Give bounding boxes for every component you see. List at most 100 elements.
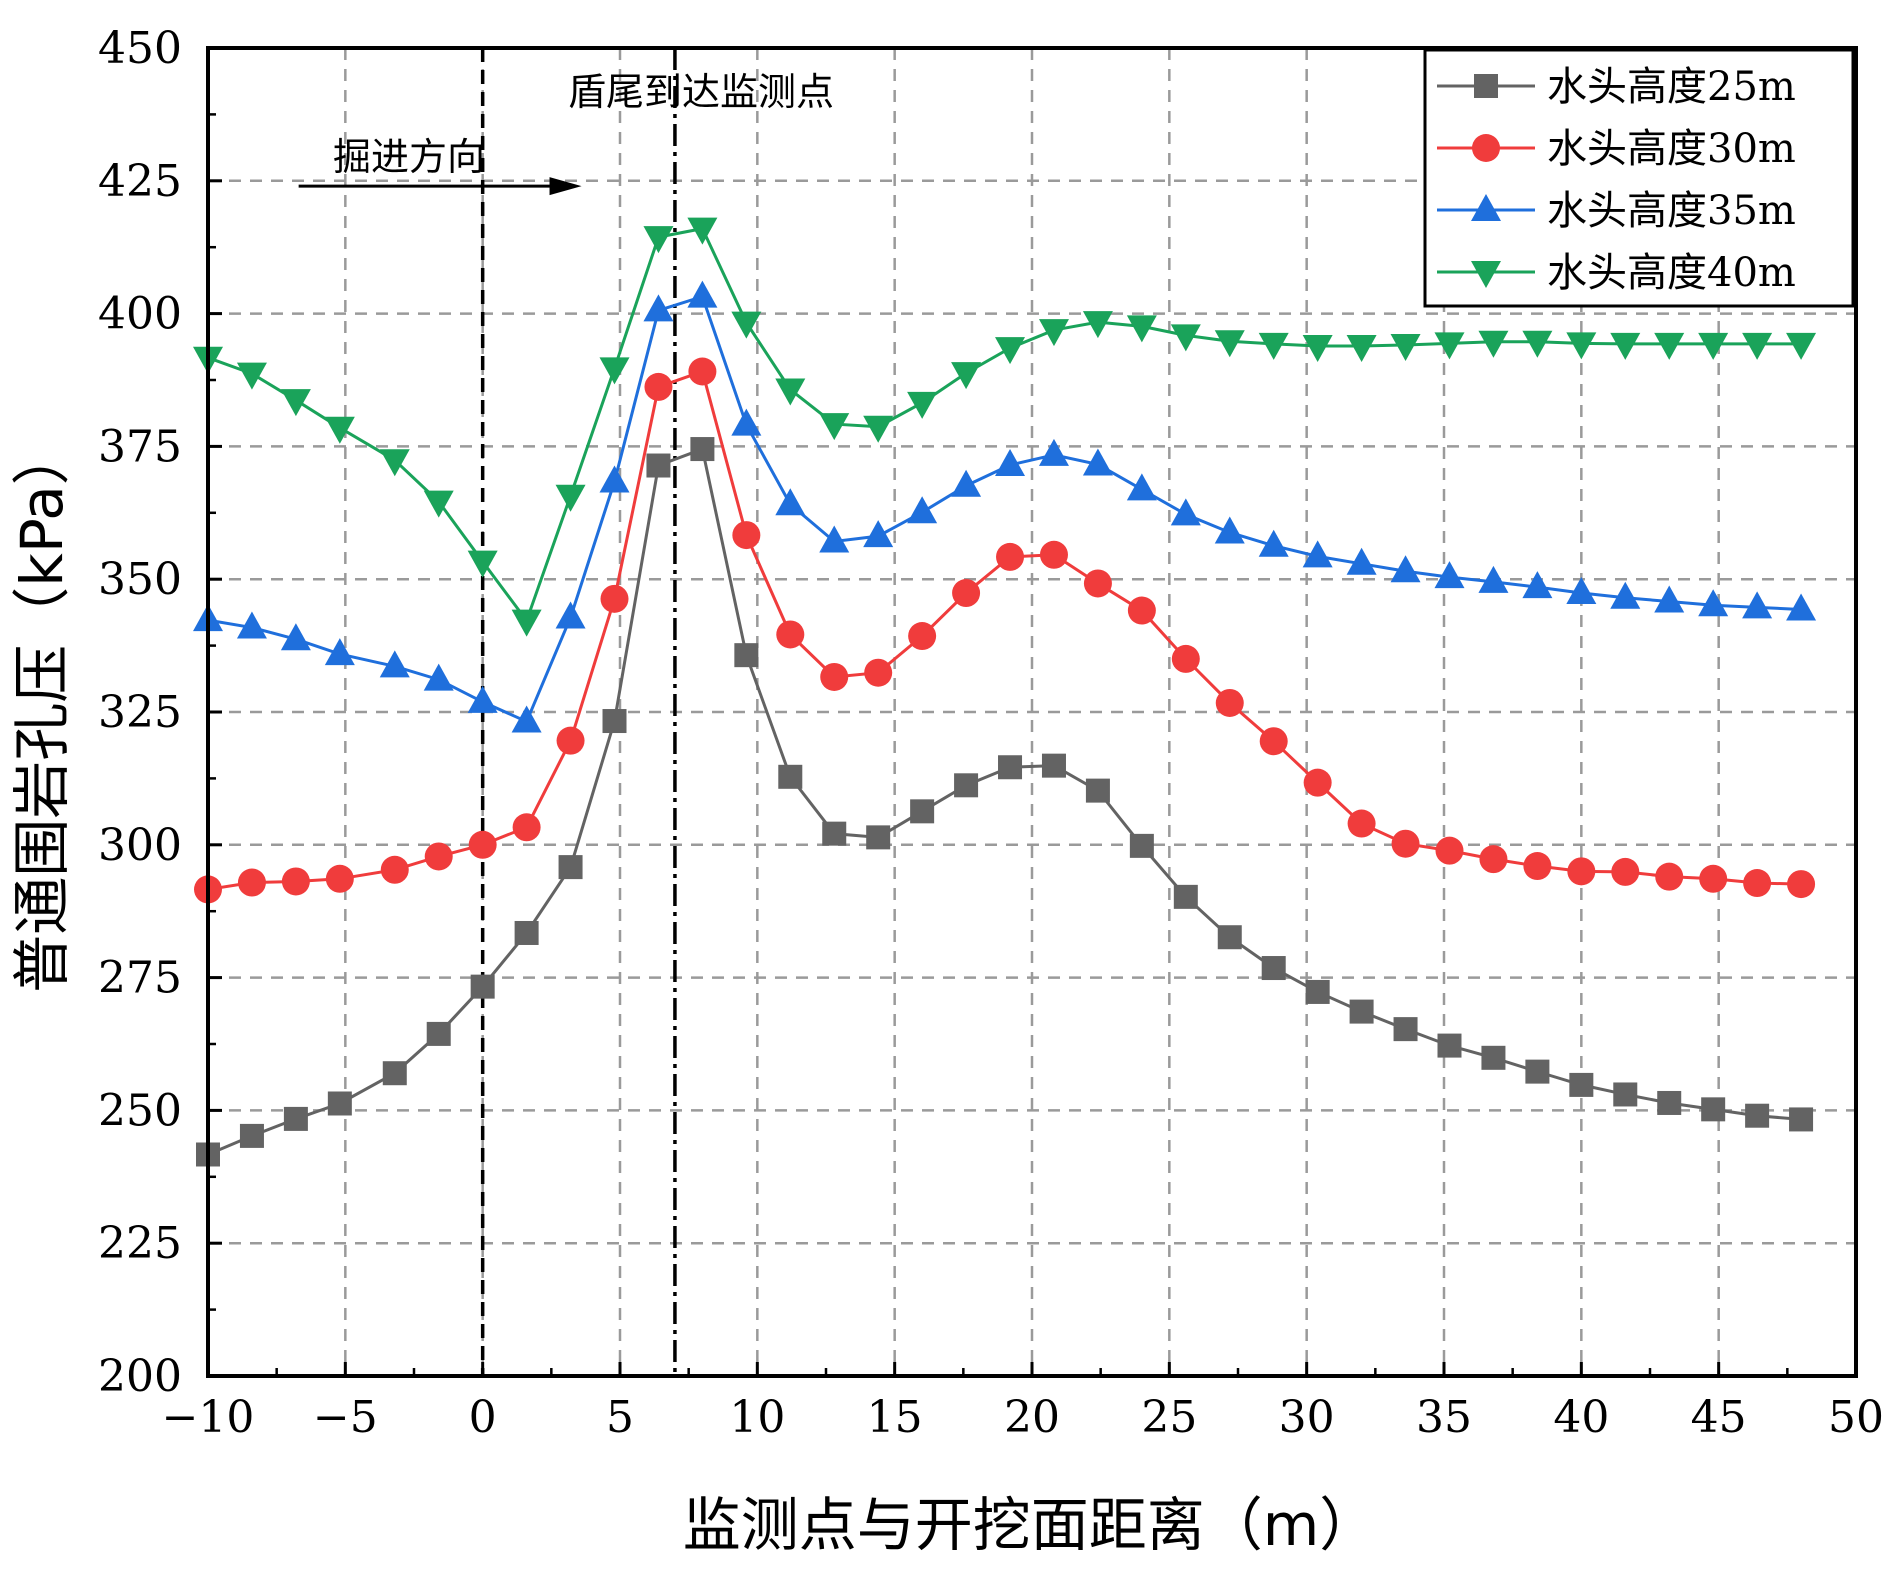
x-tick-label: 45 [1691, 1392, 1747, 1443]
data-point [1787, 870, 1816, 899]
data-point [731, 408, 762, 436]
data-point [1481, 1045, 1506, 1070]
data-point [514, 920, 539, 945]
data-point [382, 1061, 407, 1086]
data-point [426, 1021, 451, 1046]
y-tick-label: 350 [98, 554, 182, 605]
data-point [1038, 319, 1069, 347]
data-point [1083, 569, 1112, 598]
data-point [1610, 581, 1641, 609]
data-point [1522, 330, 1553, 358]
y-tick-label: 250 [98, 1085, 182, 1136]
data-point [1566, 332, 1597, 360]
series-4 [193, 217, 1817, 637]
legend-label: 水头高度35m [1547, 188, 1796, 234]
data-point [1170, 324, 1201, 352]
data-point [1654, 332, 1685, 360]
data-point [1082, 448, 1113, 476]
shield-tail-annotation: 盾尾到达监测点 [568, 70, 834, 114]
data-point [468, 830, 497, 859]
data-point [998, 755, 1023, 780]
series-3 [193, 280, 1817, 733]
data-point [325, 864, 354, 893]
data-point [324, 416, 355, 444]
data-point [281, 867, 310, 896]
data-point [283, 1106, 308, 1131]
data-point [1390, 555, 1421, 583]
y-tick-label: 325 [98, 687, 182, 738]
x-tick-label: 50 [1828, 1392, 1884, 1443]
data-point [1789, 1107, 1814, 1132]
data-point [1437, 1033, 1462, 1058]
x-tick-label: 15 [867, 1392, 923, 1443]
data-point [379, 449, 410, 477]
y-tick-label: 400 [98, 289, 182, 340]
data-point [908, 622, 937, 651]
data-point [995, 337, 1026, 365]
data-point [511, 609, 542, 637]
y-tick-label: 275 [98, 953, 182, 1004]
data-point [1302, 540, 1333, 568]
data-point [1655, 862, 1684, 891]
series-1 [196, 437, 1814, 1167]
data-point [239, 1123, 264, 1148]
data-point [907, 391, 938, 419]
x-tick-label: 20 [1004, 1392, 1060, 1443]
data-point [731, 311, 762, 339]
data-point [995, 448, 1026, 476]
data-point [1171, 644, 1200, 673]
data-point [512, 813, 541, 842]
y-axis-title: 普通围岩孔压（kPa） [8, 427, 76, 993]
data-point [775, 488, 806, 516]
data-point [690, 437, 715, 462]
data-point [1525, 1059, 1550, 1084]
data-point [1479, 845, 1508, 874]
legend-item-3: 水头高度35m [1437, 188, 1796, 234]
x-tick-label: 10 [729, 1392, 785, 1443]
y-tick-label: 300 [98, 820, 182, 871]
data-point [600, 584, 629, 613]
x-tick-label: 30 [1279, 1392, 1335, 1443]
data-point [1303, 768, 1332, 797]
data-point [1085, 778, 1110, 803]
data-point [1435, 836, 1464, 865]
x-tick-label: −5 [313, 1392, 378, 1443]
x-tick-label: 25 [1141, 1392, 1197, 1443]
data-point [687, 280, 718, 308]
data-point [1129, 833, 1154, 858]
legend-item-1: 水头高度25m [1437, 64, 1796, 110]
data-point [1214, 516, 1245, 544]
y-tick-label: 225 [98, 1218, 182, 1269]
data-point [644, 372, 673, 401]
data-point [1038, 438, 1069, 466]
data-point [1478, 330, 1509, 358]
data-point [380, 855, 409, 884]
series-2 [194, 357, 1816, 904]
data-point [1654, 585, 1685, 613]
data-point [599, 357, 630, 385]
data-point [423, 490, 454, 518]
data-point [1742, 591, 1773, 619]
x-tick-label: −10 [162, 1392, 255, 1443]
data-point [1611, 857, 1640, 886]
x-tick-label: 35 [1416, 1392, 1472, 1443]
x-tick-label: 5 [606, 1392, 634, 1443]
data-point [1610, 332, 1641, 360]
data-point [1434, 561, 1465, 589]
data-point [907, 496, 938, 524]
data-point [643, 294, 674, 322]
x-axis-title: 监测点与开挖面距离（m） [683, 1491, 1378, 1559]
data-point [1170, 498, 1201, 526]
data-point [424, 842, 453, 871]
data-point [324, 638, 355, 666]
data-point [379, 650, 410, 678]
data-point [1745, 1103, 1770, 1128]
legend-marker [1471, 261, 1501, 288]
data-point [819, 525, 850, 553]
data-point [1259, 727, 1288, 756]
data-point [1742, 332, 1773, 360]
data-point [1567, 857, 1596, 886]
data-point [1698, 589, 1729, 617]
data-point [820, 662, 849, 691]
